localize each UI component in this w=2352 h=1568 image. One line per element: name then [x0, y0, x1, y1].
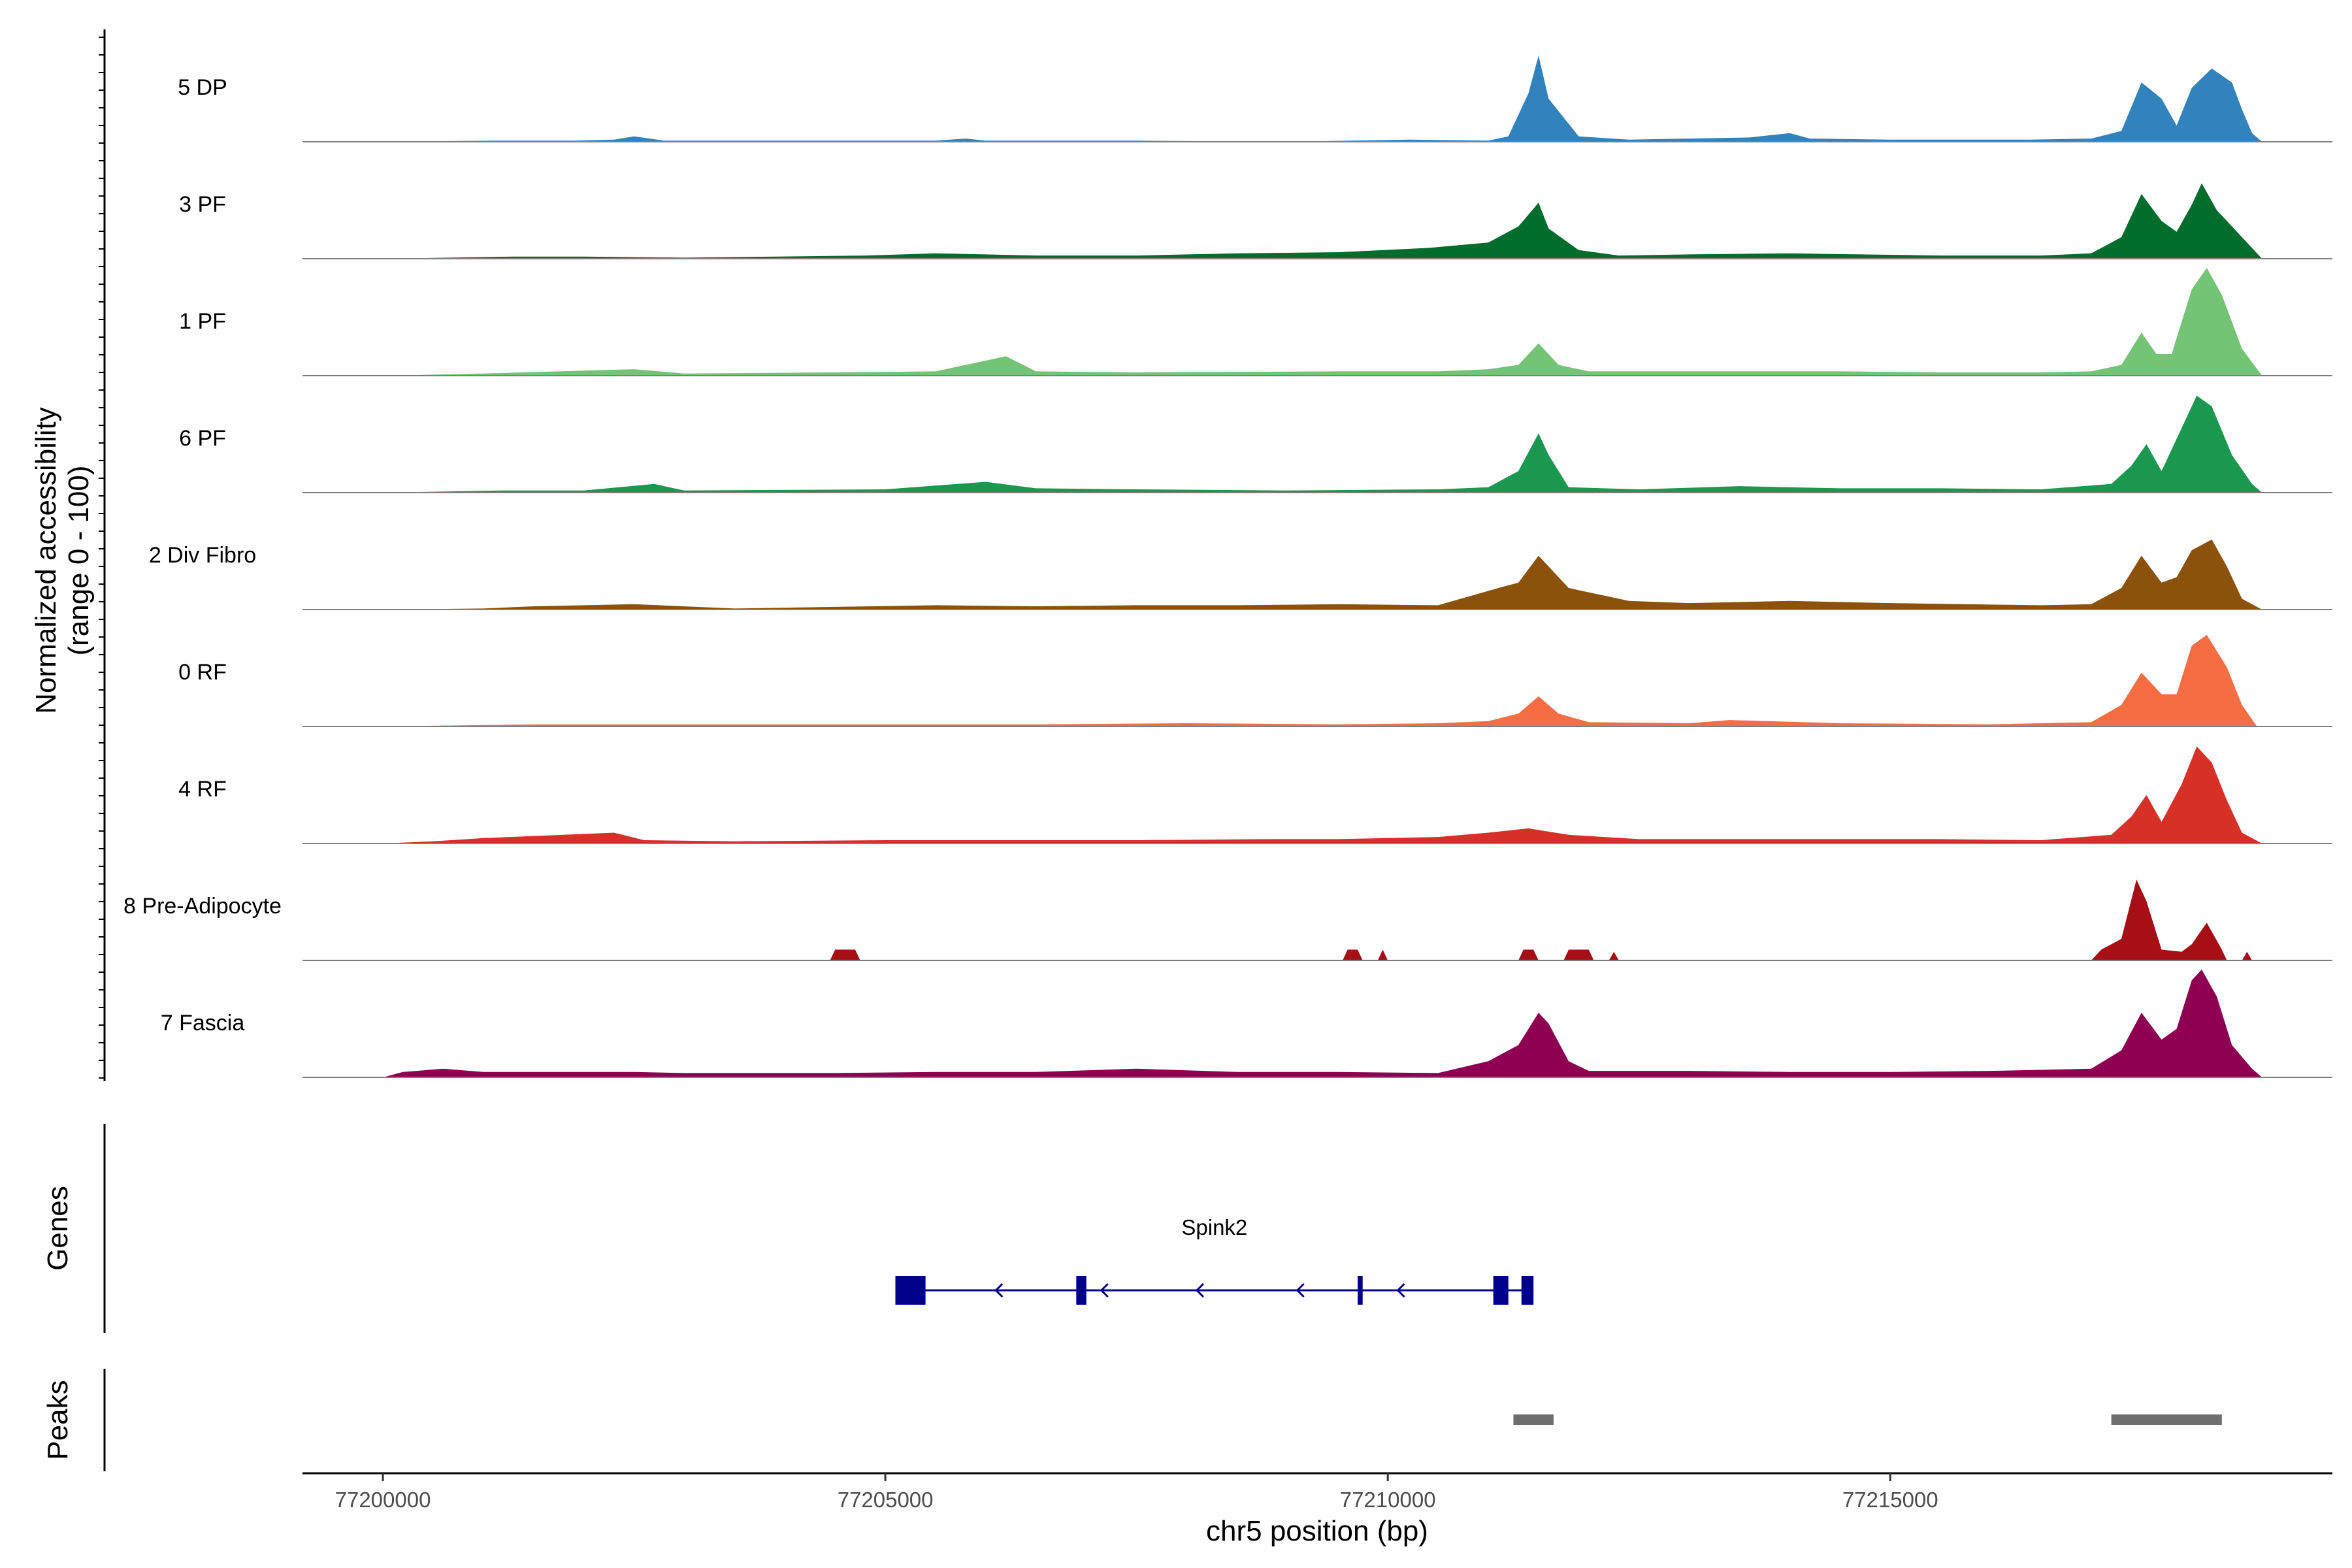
gene-exon	[1493, 1276, 1509, 1305]
track-label: 8 Pre-Adipocyte	[123, 894, 282, 919]
gene-exon	[1521, 1276, 1534, 1305]
track-6-pf: 6 PF	[179, 395, 2332, 493]
track-label: 0 RF	[178, 660, 227, 685]
strand-arrow	[1195, 1282, 1204, 1298]
y-axis	[99, 29, 106, 1081]
track-0-rf: 0 RF	[178, 634, 2332, 727]
track-label: 4 RF	[178, 777, 227, 802]
coverage-area	[383, 879, 2262, 960]
x-tick-label: 77205000	[838, 1488, 934, 1512]
coverage-area	[383, 970, 2262, 1077]
track-label: 5 DP	[178, 75, 227, 100]
peak-track: Peaks	[42, 1369, 2222, 1471]
track-label: 2 Div Fibro	[149, 543, 256, 568]
coverage-area	[383, 634, 2257, 727]
track-2-div-fibro: 2 Div Fibro	[149, 539, 2332, 610]
track-5-dp: 5 DP	[178, 56, 2332, 142]
strand-arrow	[994, 1282, 1004, 1298]
coverage-area	[383, 539, 2262, 610]
track-4-rf: 4 RF	[178, 746, 2332, 844]
track-8-pre-adipocyte: 8 Pre-Adipocyte	[123, 879, 2332, 961]
track-label: 1 PF	[179, 309, 226, 334]
track-1-pf: 1 PF	[179, 268, 2332, 376]
track-label: 3 PF	[179, 192, 226, 217]
coverage-area	[383, 395, 2262, 493]
coverage-area	[383, 183, 2262, 259]
coverage-area	[383, 746, 2262, 843]
gene-exon	[895, 1276, 926, 1305]
x-tick-label: 77210000	[1340, 1488, 1436, 1512]
coverage-tracks: 5 DP 3 PF 1 PF 6 PF 2 Div Fibro 0 RF 4 RF 8 Pre…	[123, 56, 2332, 1078]
gene-exon	[1358, 1276, 1363, 1305]
peak-track-label: Peaks	[42, 1380, 74, 1460]
x-axis: 77200000 77205000 77210000 77215000	[302, 1472, 2332, 1512]
strand-arrow	[1296, 1282, 1305, 1298]
x-tick-label: 77200000	[335, 1488, 431, 1512]
gene-track-label: Genes	[42, 1186, 74, 1271]
peak-region	[1513, 1414, 1554, 1425]
track-label: 6 PF	[179, 426, 226, 451]
gene-spink2: Spink2	[895, 1215, 1534, 1305]
x-axis-title: chr5 position (bp)	[1206, 1515, 1428, 1547]
track-3-pf: 3 PF	[179, 183, 2332, 259]
x-tick-label: 77215000	[1842, 1488, 1938, 1512]
gene-exon	[1076, 1276, 1086, 1305]
coverage-area	[383, 56, 2262, 142]
gene-track: Genes Spink2	[42, 1124, 1534, 1333]
gene-name: Spink2	[1181, 1215, 1247, 1239]
strand-arrow	[1396, 1282, 1405, 1298]
y-axis-title: Normalized accessibility(range 0 - 100)	[30, 407, 95, 713]
track-7-fascia: 7 Fascia	[161, 970, 2332, 1078]
coverage-area	[383, 268, 2262, 376]
track-label: 7 Fascia	[161, 1011, 245, 1036]
peak-region	[2111, 1414, 2222, 1425]
strand-arrow	[1100, 1282, 1109, 1298]
